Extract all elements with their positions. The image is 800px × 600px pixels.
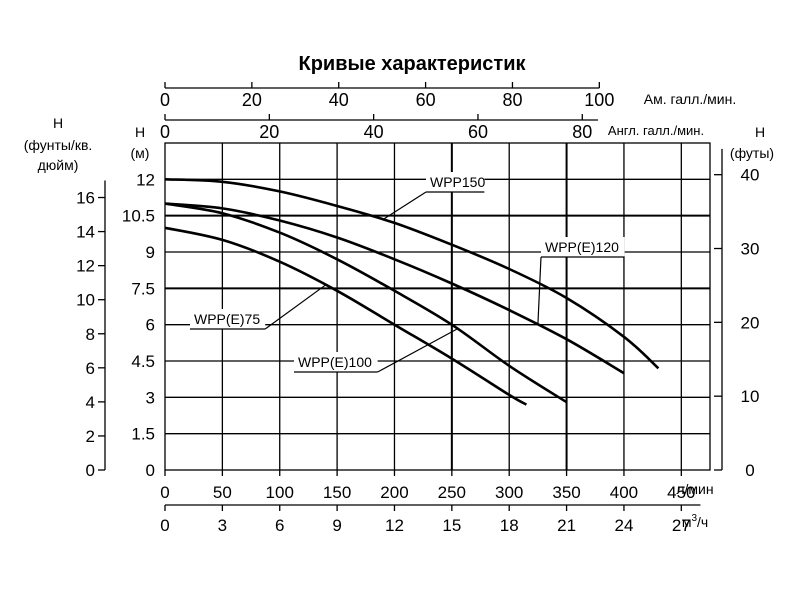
curve-label-wppe100: WPP(E)100 xyxy=(298,354,372,370)
m-tick-label-6: 9 xyxy=(146,243,155,262)
us-gpm-tick-label-0: 0 xyxy=(160,90,170,110)
m3h-tick-label-4: 12 xyxy=(385,516,404,535)
psi-tick-label-2: 4 xyxy=(86,393,95,412)
m-tick-label-2: 3 xyxy=(146,388,155,407)
m-tick-label-7: 10.5 xyxy=(122,207,155,226)
lpm-tick-label-3: 150 xyxy=(323,483,351,502)
chart-title: Кривые характеристик xyxy=(298,53,526,75)
m3h-label-tail: /ч xyxy=(697,514,708,530)
lpm-tick-label-0: 0 xyxy=(160,483,169,502)
curve-wppe100 xyxy=(164,202,568,404)
psi-tick-label-7: 14 xyxy=(76,223,95,242)
m-tick-label-8: 12 xyxy=(136,170,155,189)
curves: WPP(E)75 WPP(E)100 WPP(E)120 WPP150 xyxy=(164,172,660,406)
curve-label-leader-wpp150 xyxy=(382,191,427,221)
m-tick-label-5: 7.5 xyxy=(131,279,155,298)
m3h-tick-label-1: 3 xyxy=(218,516,227,535)
m3h-tick-label-5: 15 xyxy=(442,516,461,535)
curve-label-wppe75: WPP(E)75 xyxy=(194,311,260,327)
psi-tick-label-0: 0 xyxy=(86,461,95,480)
m3h-tick-label-7: 21 xyxy=(557,516,576,535)
psi-tick-label-3: 6 xyxy=(86,359,95,378)
ft-tick-label-0: 0 xyxy=(745,461,754,480)
curve-wppe75 xyxy=(164,226,528,406)
curve-wpp150 xyxy=(164,178,660,370)
ft-axis-h-label: H xyxy=(755,124,765,140)
m3h-tick-label-0: 0 xyxy=(160,516,169,535)
imp-gpm-tick-label-1: 20 xyxy=(259,122,279,142)
ft-tick-label-1: 10 xyxy=(741,387,760,406)
m3h-axis-label: м3/ч xyxy=(682,513,708,530)
us-gpm-axis-label: Ам. галл./мин. xyxy=(644,91,737,107)
curve-label-leader-wppe75 xyxy=(264,284,326,330)
lpm-tick-label-8: 400 xyxy=(610,483,638,502)
ft-tick-label-2: 20 xyxy=(741,313,760,332)
m-tick-label-4: 6 xyxy=(146,316,155,335)
psi-tick-label-6: 12 xyxy=(76,257,95,276)
us-gpm-tick-label-3: 60 xyxy=(416,90,436,110)
us-gpm-tick-label-5: 100 xyxy=(584,90,614,110)
m-tick-label-3: 4.5 xyxy=(131,352,155,371)
m3h-tick-label-2: 6 xyxy=(275,516,284,535)
lpm-tick-label-1: 50 xyxy=(213,483,232,502)
psi-axis-unit-label-1: (фунты/кв. xyxy=(24,137,93,153)
ft-tick-label-3: 30 xyxy=(741,240,760,259)
curve-label-leader-wppe120 xyxy=(537,256,542,325)
m3h-tick-label-8: 24 xyxy=(614,516,633,535)
lpm-tick-label-6: 300 xyxy=(495,483,523,502)
psi-tick-label-8: 16 xyxy=(76,189,95,208)
lpm-tick-label-7: 350 xyxy=(552,483,580,502)
curve-label-wpp150: WPP150 xyxy=(430,174,485,190)
psi-tick-label-4: 8 xyxy=(86,325,95,344)
lpm-tick-label-5: 250 xyxy=(438,483,466,502)
imp-gpm-tick-label-2: 40 xyxy=(364,122,384,142)
lpm-tick-label-2: 100 xyxy=(266,483,294,502)
m3h-label-base: м xyxy=(682,514,692,530)
imp-gpm-axis-label: Англ. галл./мин. xyxy=(608,123,704,138)
curve-label-bg-wppe75 xyxy=(190,309,266,329)
psi-tick-label-1: 2 xyxy=(86,427,95,446)
us-gpm-tick-label-2: 40 xyxy=(329,90,349,110)
imp-gpm-tick-label-4: 80 xyxy=(572,122,592,142)
us-gpm-tick-label-1: 20 xyxy=(242,90,262,110)
imp-gpm-tick-label-0: 0 xyxy=(160,122,170,142)
curve-label-bg-wpp150 xyxy=(426,172,485,192)
curve-label-leader-wppe100 xyxy=(377,328,458,373)
curve-wppe120 xyxy=(164,202,625,375)
psi-tick-label-5: 10 xyxy=(76,291,95,310)
plot-frame xyxy=(164,142,711,471)
psi-axis-unit-label-2: дюйм) xyxy=(38,157,79,173)
lpm-axis-label: л/мин xyxy=(676,481,713,497)
curve-label-bg-wppe100 xyxy=(294,352,378,372)
m-axis-h-label: H xyxy=(135,124,145,140)
ft-tick-label-4: 40 xyxy=(741,166,760,185)
curve-label-bg-wppe120 xyxy=(541,237,625,257)
lpm-tick-label-4: 200 xyxy=(380,483,408,502)
m3h-label-sup: 3 xyxy=(691,513,697,524)
curve-label-wppe120: WPP(E)120 xyxy=(545,239,619,255)
m3h-tick-label-6: 18 xyxy=(500,516,519,535)
lpm-tick-label-9: 450 xyxy=(667,483,695,502)
imp-gpm-tick-label-3: 60 xyxy=(468,122,488,142)
m-tick-label-0: 0 xyxy=(146,461,155,480)
m-axis-unit-label: (м) xyxy=(131,145,150,161)
ft-axis-unit-label: (футы) xyxy=(730,145,774,161)
us-gpm-tick-label-4: 80 xyxy=(502,90,522,110)
m3h-tick-label-3: 9 xyxy=(332,516,341,535)
m-tick-label-1: 1.5 xyxy=(131,425,155,444)
m3h-tick-label-9: 27 xyxy=(672,516,691,535)
psi-axis-h-label: H xyxy=(53,115,63,131)
